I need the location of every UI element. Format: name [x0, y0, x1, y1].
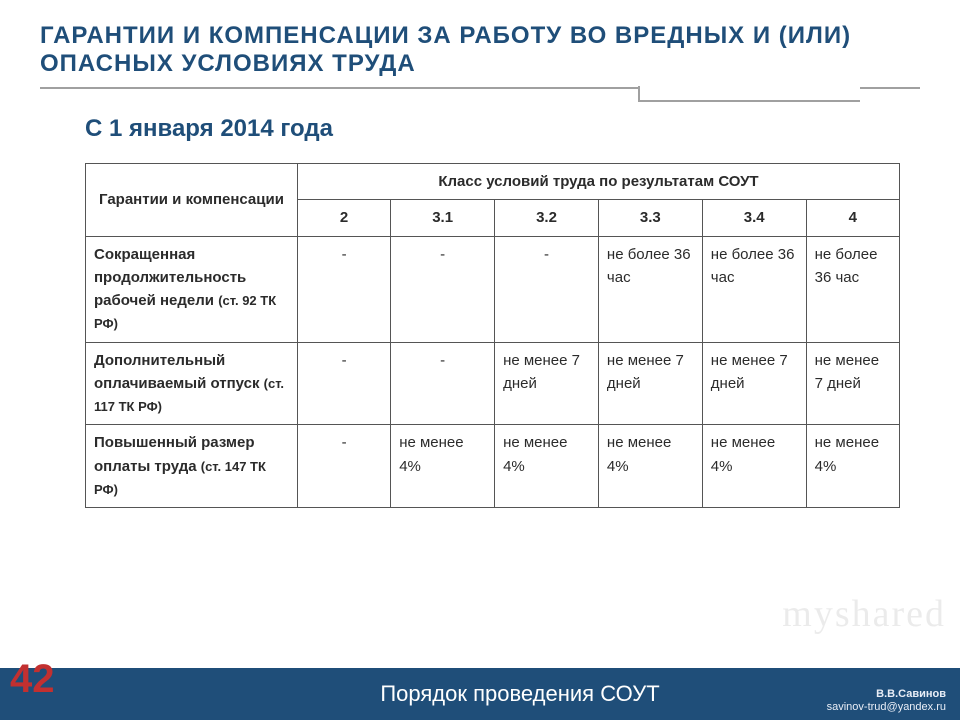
- class-col-1: 3.1: [391, 200, 495, 236]
- class-col-2: 3.2: [495, 200, 599, 236]
- title-underline: [40, 87, 920, 105]
- watermark: myshared: [782, 592, 946, 636]
- cell: -: [297, 342, 390, 425]
- cell: не менее 4%: [391, 425, 495, 508]
- row-label: Дополнительный оплачиваемый отпуск (ст. …: [86, 342, 298, 425]
- cell: не более 36 час: [806, 236, 899, 342]
- cell: не менее 7 дней: [495, 342, 599, 425]
- table-wrap: Гарантии и компенсации Класс условий тру…: [0, 143, 960, 508]
- slide-title: ГАРАНТИИ И КОМПЕНСАЦИИ ЗА РАБОТУ ВО ВРЕД…: [40, 22, 920, 77]
- page-number: 42: [10, 657, 55, 702]
- cell: не менее 4%: [495, 425, 599, 508]
- credit-name: В.В.Савинов: [827, 688, 946, 701]
- slide-subtitle: С 1 января 2014 года: [0, 105, 960, 143]
- compensation-table: Гарантии и компенсации Класс условий тру…: [85, 163, 900, 508]
- cell: не менее 4%: [806, 425, 899, 508]
- title-block: ГАРАНТИИ И КОМПЕНСАЦИИ ЗА РАБОТУ ВО ВРЕД…: [0, 0, 960, 105]
- cell: не менее 4%: [598, 425, 702, 508]
- table-row: Повышенный размер оплаты труда (ст. 147 …: [86, 425, 900, 508]
- table-header-row-1: Гарантии и компенсации Класс условий тру…: [86, 164, 900, 200]
- cell: не более 36 час: [702, 236, 806, 342]
- cell: -: [391, 236, 495, 342]
- table-row: Сокращенная продолжительность рабочей не…: [86, 236, 900, 342]
- footer-bar: Порядок проведения СОУТ В.В.Савинов savi…: [80, 668, 960, 720]
- header-right: Класс условий труда по результатам СОУТ: [297, 164, 899, 200]
- class-col-3: 3.3: [598, 200, 702, 236]
- cell: -: [297, 425, 390, 508]
- row-label: Повышенный размер оплаты труда (ст. 147 …: [86, 425, 298, 508]
- class-col-0: 2: [297, 200, 390, 236]
- cell: не менее 7 дней: [598, 342, 702, 425]
- header-left: Гарантии и компенсации: [86, 164, 298, 237]
- cell: не менее 7 дней: [702, 342, 806, 425]
- cell: не менее 7 дней: [806, 342, 899, 425]
- cell: не менее 4%: [702, 425, 806, 508]
- cell: -: [391, 342, 495, 425]
- footer: 42 Порядок проведения СОУТ В.В.Савинов s…: [0, 668, 960, 720]
- cell: не более 36 час: [598, 236, 702, 342]
- footer-credits: В.В.Савинов savinov-trud@yandex.ru: [827, 688, 946, 714]
- row-label: Сокращенная продолжительность рабочей не…: [86, 236, 298, 342]
- class-col-4: 3.4: [702, 200, 806, 236]
- footer-title: Порядок проведения СОУТ: [380, 681, 659, 707]
- table-row: Дополнительный оплачиваемый отпуск (ст. …: [86, 342, 900, 425]
- slide: ГАРАНТИИ И КОМПЕНСАЦИИ ЗА РАБОТУ ВО ВРЕД…: [0, 0, 960, 720]
- cell: -: [297, 236, 390, 342]
- class-col-5: 4: [806, 200, 899, 236]
- cell: -: [495, 236, 599, 342]
- row-label-text: Дополнительный оплачиваемый отпуск: [94, 352, 259, 392]
- page-number-wrap: 42: [0, 668, 80, 720]
- credit-email: savinov-trud@yandex.ru: [827, 701, 946, 714]
